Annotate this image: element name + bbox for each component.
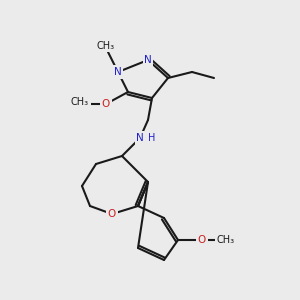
Text: H: H [148, 133, 156, 143]
Text: CH₃: CH₃ [71, 97, 89, 107]
Text: N: N [114, 67, 122, 77]
Text: O: O [102, 99, 110, 109]
Text: CH₃: CH₃ [217, 235, 235, 245]
Text: CH₃: CH₃ [97, 41, 115, 51]
Text: O: O [198, 235, 206, 245]
Text: O: O [108, 209, 116, 219]
Text: N: N [144, 55, 152, 65]
Text: N: N [136, 133, 144, 143]
